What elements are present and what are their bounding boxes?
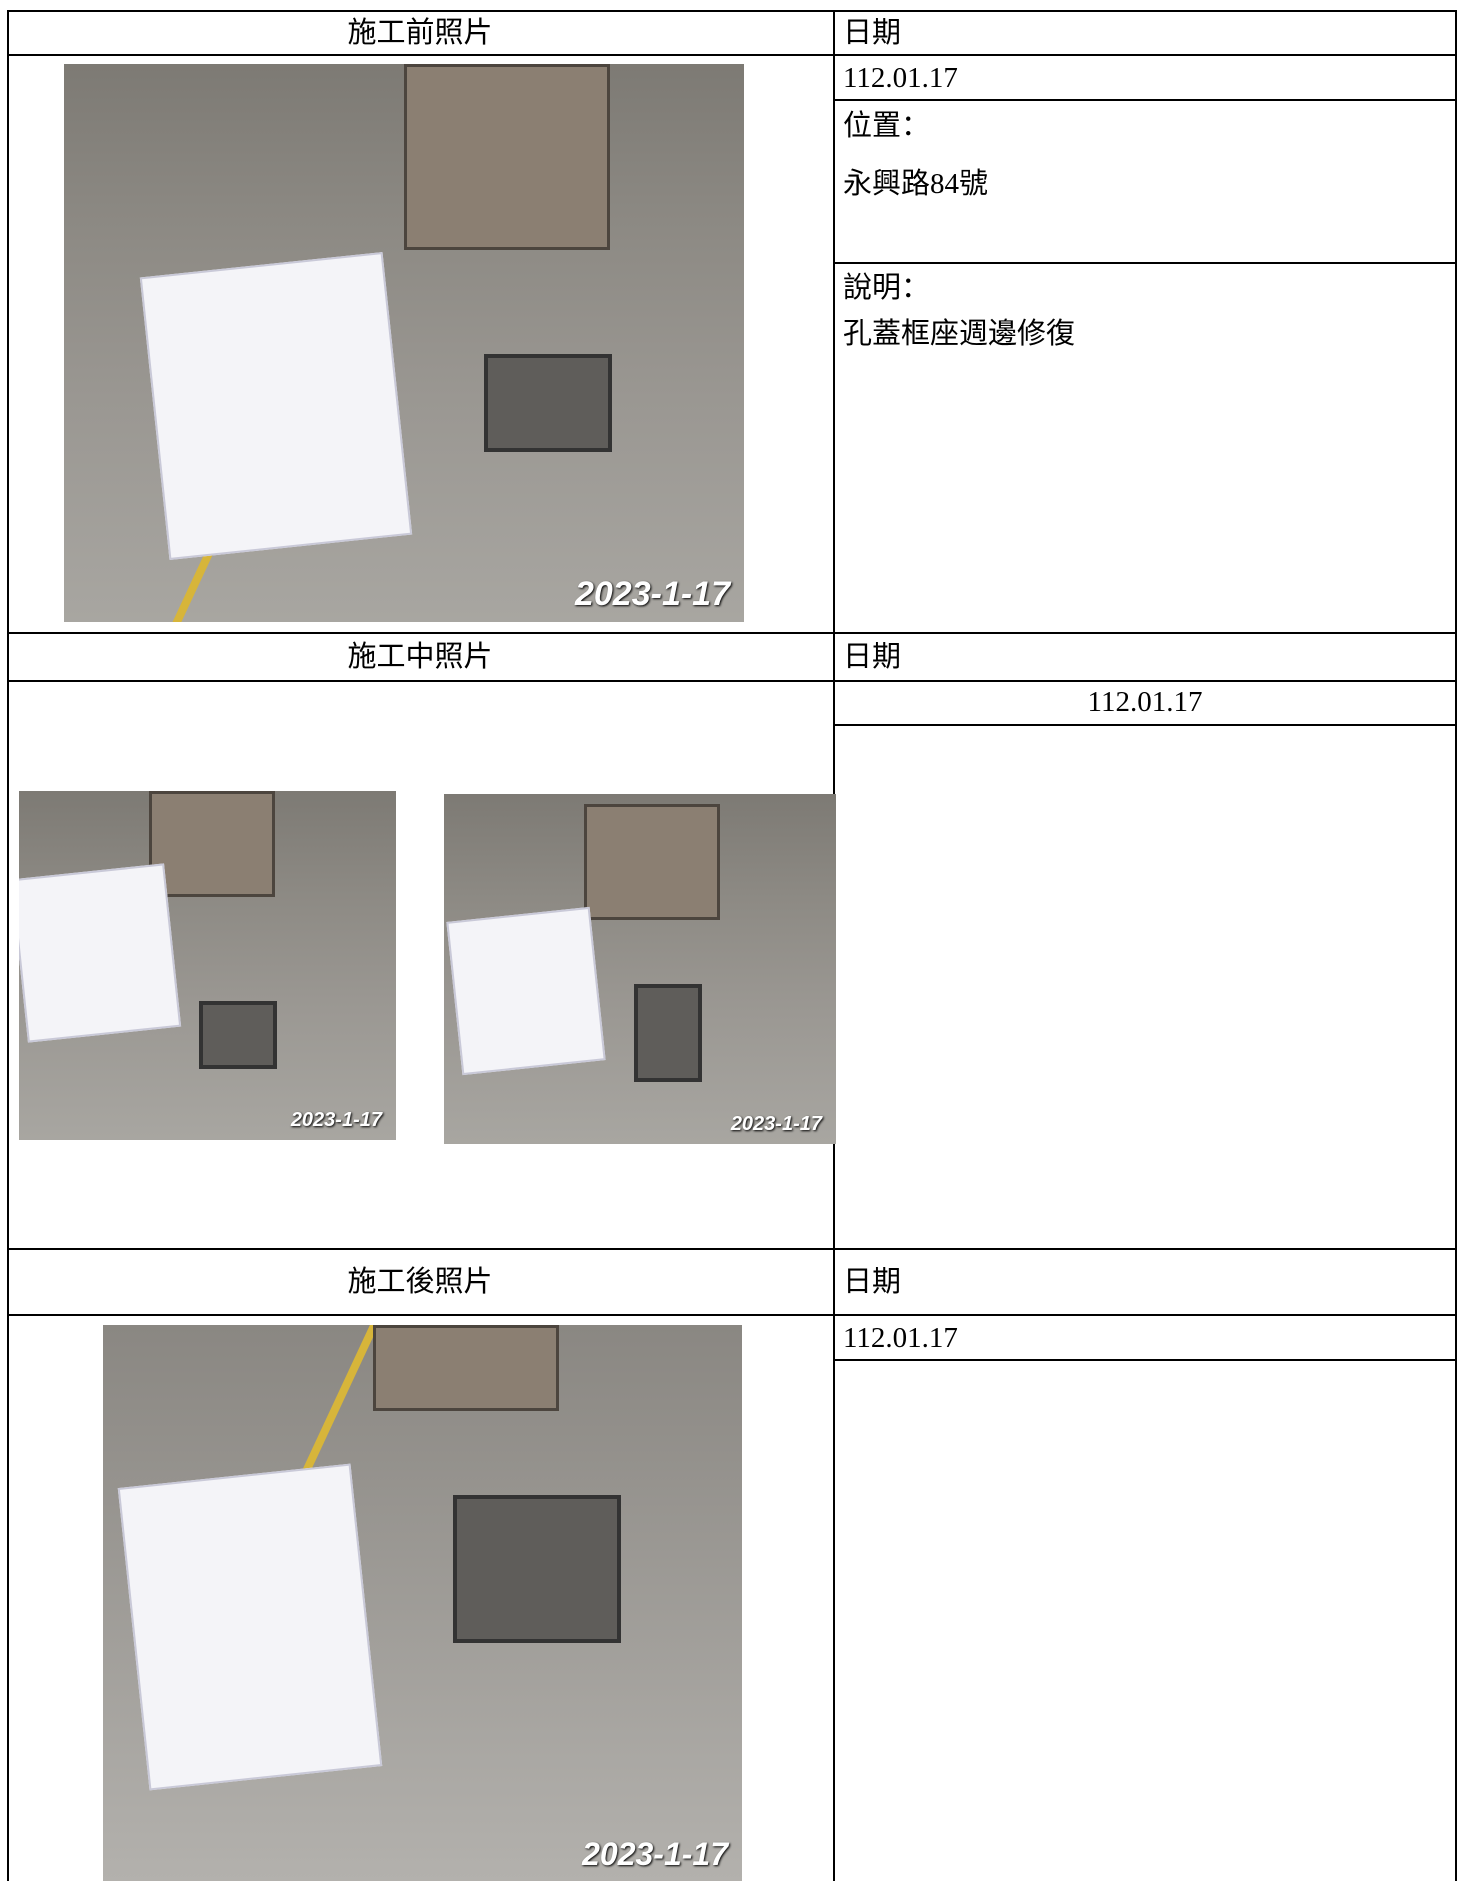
- photo-header: 施工前照片: [347, 17, 493, 49]
- photo-header: 施工中照片: [347, 641, 493, 673]
- photo-stamp: 2023-1-17: [574, 575, 730, 613]
- date-header: 日期: [843, 17, 902, 49]
- border: [7, 680, 1457, 682]
- location: 永興路84號: [843, 168, 989, 200]
- border: [833, 99, 1457, 101]
- date: 112.01.17: [843, 1322, 958, 1354]
- border: [7, 1248, 1457, 1250]
- border: [7, 1314, 1457, 1316]
- border: [7, 632, 1457, 634]
- border: [833, 724, 1457, 726]
- photo-header: 施工後照片: [347, 1266, 493, 1298]
- border: [7, 54, 1457, 56]
- photo-stamp: 2023-1-17: [582, 1836, 728, 1872]
- date-header: 日期: [843, 1266, 902, 1298]
- description-label: 說明：: [843, 272, 931, 304]
- location-label: 位置：: [843, 110, 931, 142]
- date-header: 日期: [843, 641, 902, 673]
- photo-stamp: 2023-1-17: [290, 1109, 382, 1131]
- photo: 2023-1-17: [103, 1325, 742, 1881]
- photo-stamp: 2023-1-17: [730, 1113, 822, 1135]
- date: 112.01.17: [843, 62, 958, 94]
- date: 112.01.17: [1087, 686, 1203, 718]
- photo: 2023-1-17: [64, 64, 744, 622]
- border: [833, 262, 1457, 264]
- border: [1455, 10, 1457, 1881]
- photo: 2023-1-17: [19, 791, 396, 1140]
- border: [7, 10, 9, 1881]
- photo: 2023-1-17: [444, 794, 836, 1144]
- description: 孔蓋框座週邊修復: [843, 318, 1076, 350]
- border: [833, 1359, 1457, 1361]
- border: [7, 10, 1457, 12]
